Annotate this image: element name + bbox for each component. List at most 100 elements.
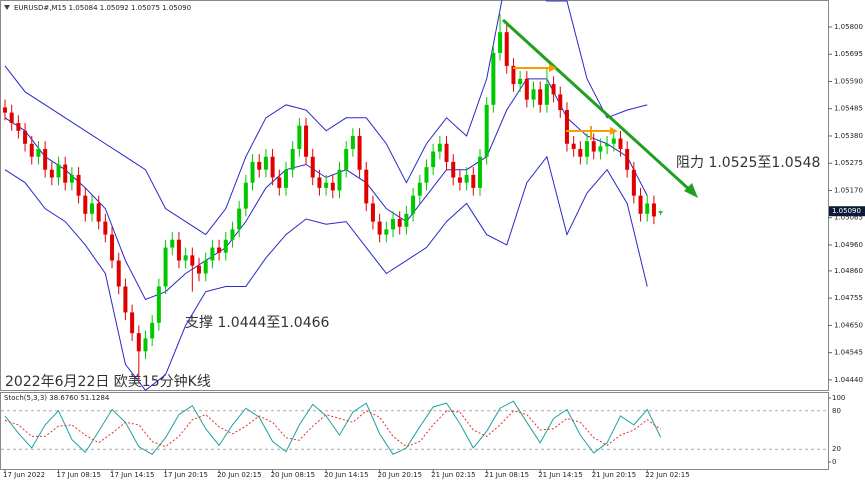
band-lower	[4, 155, 648, 391]
candle-body	[16, 122, 21, 131]
candle-body	[130, 312, 135, 334]
candle-body	[3, 107, 7, 113]
x-tick-label: 20 Jun 02:15	[217, 471, 261, 479]
candle-body	[564, 110, 569, 144]
stoch-label: Stoch(5,3,3) 38.6760 51.1284	[4, 394, 110, 402]
caption: 2022年6月22日 欧美15分钟K线	[5, 373, 211, 390]
stoch-panel	[0, 392, 829, 470]
candle-body	[625, 148, 630, 170]
level-arrow	[549, 64, 557, 72]
candle-body	[183, 255, 188, 261]
stoch-k	[4, 400, 662, 455]
candle-body	[350, 135, 355, 149]
x-tick-label: 21 Jun 20:15	[592, 471, 636, 479]
candle-body	[317, 177, 322, 188]
candle-body	[605, 143, 610, 147]
candle-body	[304, 125, 309, 157]
candle-body	[404, 213, 409, 227]
candle-body	[103, 221, 108, 235]
candle-body	[464, 174, 469, 183]
candle-body	[136, 333, 141, 352]
x-tick-label: 17 Jun 20:15	[164, 471, 208, 479]
candle-body	[598, 146, 603, 152]
candle-body	[150, 322, 155, 339]
candle-body	[658, 211, 663, 213]
band-upper	[4, 0, 648, 236]
stoch-tick-label: 0	[832, 458, 836, 466]
x-tick-label: 22 Jun 02:15	[645, 471, 689, 479]
candle-body	[444, 143, 449, 162]
candle-body	[364, 169, 369, 204]
candle-body	[170, 239, 175, 248]
candle-body	[585, 141, 590, 157]
x-tick-label: 20 Jun 14:15	[324, 471, 368, 479]
candle-body	[9, 112, 14, 123]
trend-line	[501, 18, 694, 194]
candle-body	[56, 164, 61, 178]
y-tick-label: 1.05275	[834, 159, 863, 167]
candle-body	[263, 156, 268, 170]
candle-body	[310, 156, 315, 178]
main-panel	[0, 0, 829, 391]
y-tick-label: 1.05065	[834, 214, 863, 222]
candle-body	[223, 239, 228, 253]
candle-body	[370, 203, 375, 222]
candle-body	[123, 286, 128, 313]
candle-body	[558, 94, 563, 111]
x-tick-label: 21 Jun 14:15	[538, 471, 582, 479]
candle-body	[297, 125, 302, 149]
x-tick-label: 21 Jun 08:15	[485, 471, 529, 479]
candle-body	[437, 143, 442, 152]
candle-body	[498, 32, 503, 53]
candle-body	[96, 203, 101, 222]
candle-body	[277, 177, 282, 188]
candle-body	[538, 89, 543, 105]
x-tick-label: 17 Jun 2022	[3, 471, 45, 479]
stoch-tick-label: 20	[832, 445, 841, 453]
candle-body	[484, 104, 489, 157]
candle-body	[397, 219, 402, 227]
candle-body	[645, 203, 650, 214]
candle-body	[29, 143, 34, 157]
y-tick-label: 1.05380	[834, 132, 863, 140]
candle-body	[477, 156, 482, 188]
candle-body	[357, 135, 362, 170]
candle-body	[651, 203, 656, 217]
support-note: 支撑 1.0444至1.0466	[185, 315, 330, 331]
candle-body	[531, 89, 536, 100]
candle-body	[504, 32, 509, 66]
candle-body	[23, 130, 28, 144]
candle-body	[43, 148, 48, 170]
last-price-box	[829, 206, 865, 217]
stoch-tick-label: 80	[832, 407, 841, 415]
y-tick-label: 1.04545	[834, 349, 863, 357]
candle-body	[197, 265, 202, 274]
annotations	[501, 18, 698, 198]
candle-body	[551, 84, 556, 95]
header: EURUSD#,M15 1.05084 1.05092 1.05075 1.05…	[14, 4, 191, 12]
candle-body	[457, 177, 462, 183]
candle-body	[491, 52, 496, 105]
candle-body	[524, 78, 529, 100]
y-tick-label: 1.04440	[834, 376, 863, 384]
candle-body	[424, 167, 429, 183]
x-tick-label: 17 Jun 08:15	[57, 471, 101, 479]
candle-body	[591, 141, 596, 152]
candle-body	[257, 161, 262, 170]
y-tick-label: 1.05695	[834, 50, 863, 58]
candle-body	[250, 161, 255, 183]
candle-body	[451, 161, 456, 178]
candle-body	[344, 148, 349, 170]
candle-body	[324, 182, 329, 188]
y-tick-label: 1.05800	[834, 23, 863, 31]
candle-body	[337, 169, 342, 191]
candle-body	[518, 78, 523, 85]
candle-body	[36, 148, 41, 157]
candle-body	[411, 195, 416, 214]
candle-body	[89, 203, 94, 214]
candle-body	[230, 229, 235, 240]
candle-body	[176, 239, 181, 261]
level-arrow	[610, 127, 618, 135]
candle-body	[156, 286, 161, 323]
